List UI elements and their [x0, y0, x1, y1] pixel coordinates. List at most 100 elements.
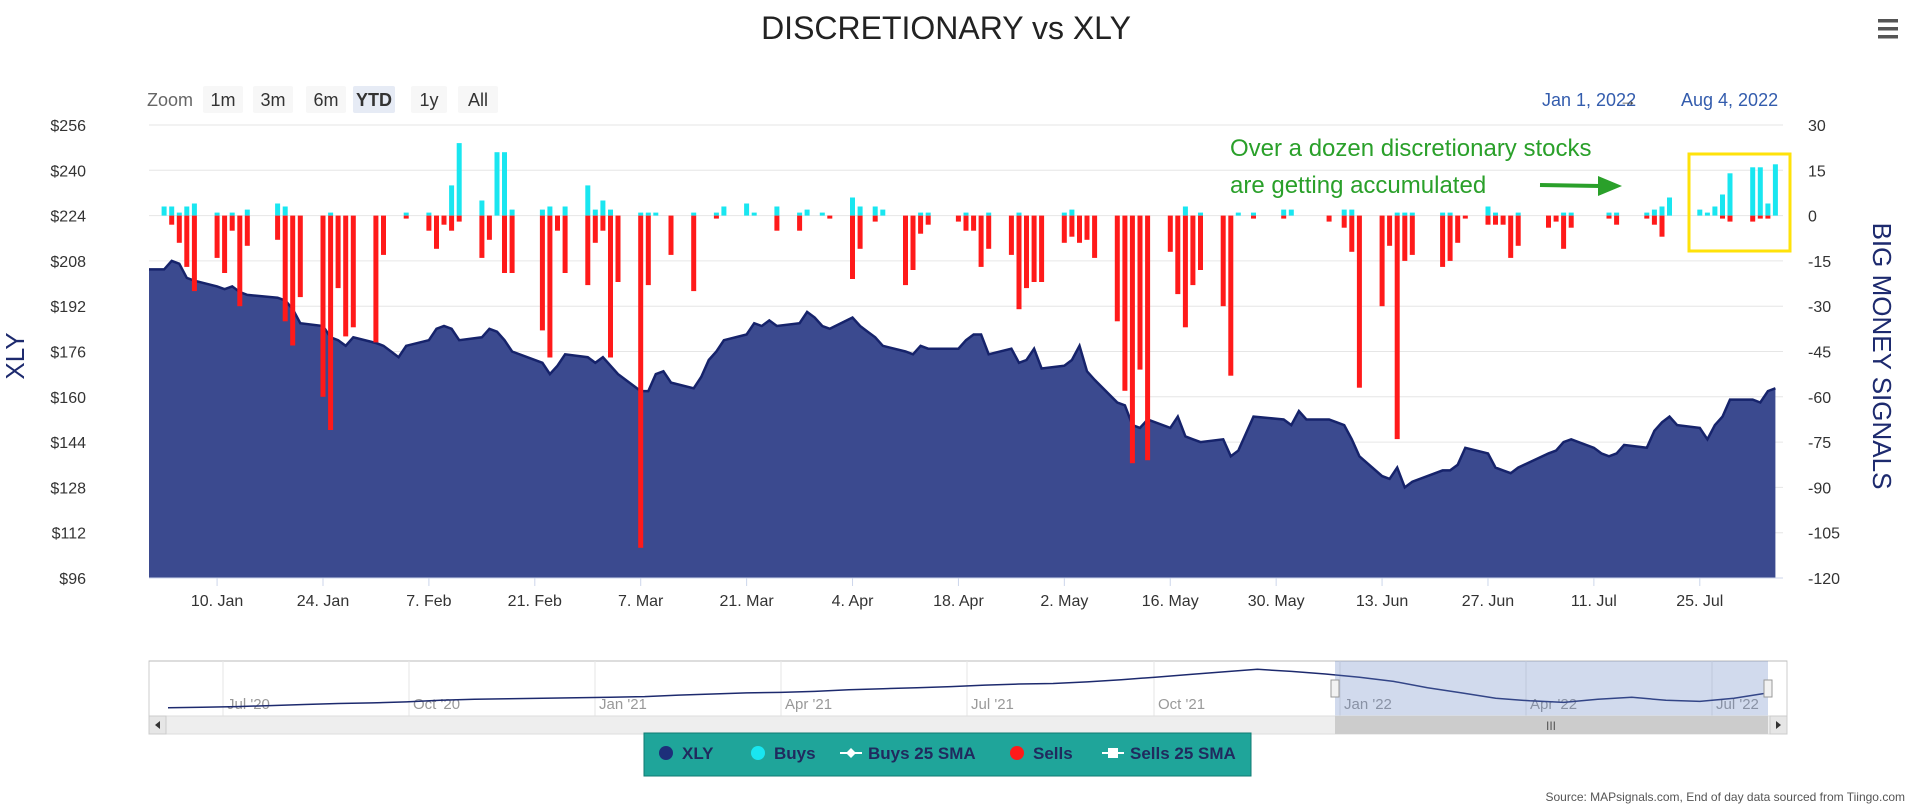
- x-tick-label: 11. Jul: [1571, 593, 1617, 610]
- zoom-button-label[interactable]: All: [468, 90, 488, 110]
- sell-bar: [1546, 215, 1551, 228]
- sell-bar: [1092, 215, 1098, 258]
- scrollbar-thumb[interactable]: [1335, 716, 1768, 734]
- sell-bar: [850, 215, 855, 279]
- zoom-button-label[interactable]: 3m: [260, 90, 285, 110]
- legend-item-label[interactable]: Buys 25 SMA: [868, 744, 976, 763]
- legend-item-label[interactable]: Buys: [774, 744, 816, 763]
- navigator-tick-label: Jul '22: [1716, 696, 1759, 713]
- buy-bar: [539, 209, 545, 216]
- sell-bar: [1387, 215, 1393, 246]
- sell-bar: [214, 215, 220, 258]
- buy-bar: [1561, 212, 1567, 216]
- zoom-button-6m[interactable]: [306, 86, 346, 113]
- sell-bar: [797, 215, 803, 231]
- date-to[interactable]: Aug 4, 2022: [1681, 90, 1778, 110]
- scrollbar-grip: III: [1546, 719, 1556, 733]
- sell-bar: [1750, 215, 1756, 222]
- sell-bar: [608, 215, 613, 358]
- buy-bar: [494, 152, 500, 216]
- zoom-button-label[interactable]: 1m: [210, 90, 235, 110]
- sell-bar: [297, 215, 303, 298]
- buy-bar: [161, 206, 167, 216]
- sell-bar: [986, 215, 992, 249]
- sell-bar: [176, 215, 182, 243]
- zoom-button-1y[interactable]: [411, 86, 447, 113]
- right-tick-label: -45: [1808, 345, 1831, 362]
- buy-bar: [872, 206, 878, 216]
- buy-bar: [282, 206, 288, 216]
- sell-bar: [1220, 215, 1226, 307]
- zoom-button-all[interactable]: [458, 86, 498, 113]
- sell-bar: [1379, 215, 1385, 307]
- buy-bar: [1493, 212, 1498, 216]
- buy-bar: [1515, 212, 1521, 216]
- buy-bar: [850, 197, 855, 216]
- legend-item-label[interactable]: Sells 25 SMA: [1130, 744, 1236, 763]
- buy-bar: [1659, 206, 1665, 216]
- buy-bar: [1485, 206, 1491, 216]
- x-tick-label: 2. May: [1040, 593, 1088, 610]
- left-tick-label: $192: [50, 299, 86, 316]
- sell-bar: [1145, 215, 1151, 461]
- menu-icon[interactable]: [1878, 19, 1898, 39]
- buy-bar: [918, 212, 924, 216]
- right-tick-label: -90: [1808, 480, 1831, 497]
- sells-series: [169, 215, 1771, 548]
- annotation-line-2: are getting accumulated: [1230, 172, 1486, 199]
- buy-bar: [509, 209, 515, 216]
- buy-bar: [713, 212, 719, 216]
- navigator-tick-label: Jul '21: [971, 696, 1014, 713]
- highlight-box: [1687, 152, 1792, 253]
- sell-bar: [592, 215, 598, 243]
- buy-bar: [797, 212, 803, 216]
- navigator-handle-left[interactable]: [1330, 679, 1340, 698]
- zoom-button-3m[interactable]: [253, 86, 293, 113]
- sell-bar: [1614, 215, 1620, 225]
- sell-bar: [282, 215, 288, 322]
- sell-bar: [691, 215, 697, 292]
- buy-bar: [925, 212, 931, 216]
- navigator-tick-label: Oct '20: [413, 696, 460, 713]
- buy-bar: [191, 203, 197, 216]
- sell-bar: [1500, 215, 1506, 225]
- zoom-button-label[interactable]: 6m: [313, 90, 338, 110]
- sell-bar: [1061, 215, 1067, 243]
- navigator[interactable]: Jul '20 Oct '20 Jan '21 Apr '21 Jul '21 Oct '…: [148, 660, 1788, 735]
- legend-item-label[interactable]: Sells: [1033, 744, 1073, 763]
- x-tick-label: 18. Apr: [933, 593, 984, 610]
- buy-bar: [1409, 212, 1415, 216]
- buy-bar: [1198, 212, 1203, 216]
- buy-bar: [1568, 212, 1574, 216]
- sell-bar: [1553, 215, 1559, 222]
- right-tick-label: -120: [1808, 571, 1840, 588]
- buy-bar: [1402, 212, 1408, 216]
- sell-bar: [1137, 215, 1143, 370]
- zoom-button-label[interactable]: YTD: [356, 90, 392, 110]
- buy-bar: [328, 212, 334, 216]
- sell-bar: [1440, 215, 1446, 267]
- buy-bar: [1712, 206, 1718, 216]
- right-tick-label: -60: [1808, 390, 1831, 407]
- zoom-button-ytd[interactable]: [353, 86, 395, 113]
- legend-item-label[interactable]: XLY: [682, 744, 714, 763]
- right-axis-title: BIG MONEY SIGNALS: [1867, 223, 1897, 490]
- sell-bar: [600, 215, 606, 231]
- zoom-button-label[interactable]: 1y: [419, 90, 438, 110]
- sell-bar: [486, 215, 492, 240]
- sell-bar: [1508, 215, 1514, 258]
- buy-bar: [585, 185, 591, 216]
- x-tick-label: 13. Jun: [1356, 593, 1408, 610]
- buy-bar: [1651, 209, 1657, 216]
- sell-bar: [963, 215, 969, 231]
- navigator-handle-right[interactable]: [1763, 679, 1773, 698]
- sell-bar: [1727, 215, 1733, 222]
- sell-bar: [585, 215, 591, 286]
- zoom-button-1m[interactable]: [203, 86, 243, 113]
- date-from[interactable]: Jan 1, 2022: [1542, 90, 1636, 110]
- buy-bar: [1251, 212, 1256, 216]
- sell-bar: [955, 215, 961, 222]
- sell-bar: [1644, 215, 1650, 219]
- sell-bar: [1016, 215, 1022, 310]
- sell-bar: [244, 215, 250, 246]
